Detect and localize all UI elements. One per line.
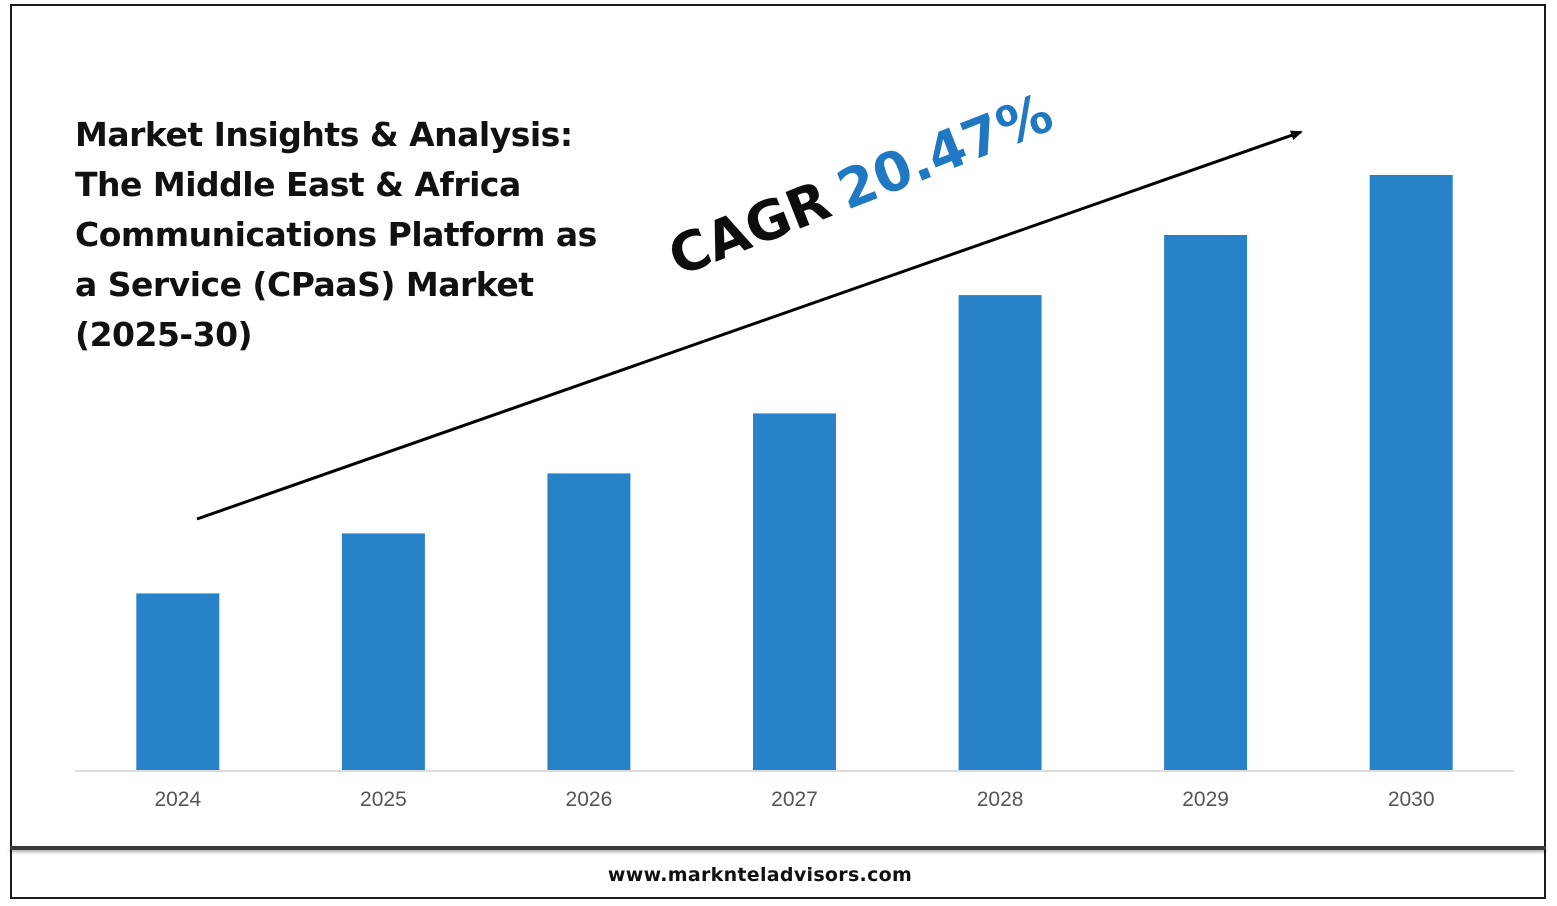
- bar-2030: [1369, 175, 1453, 770]
- title-line-3: Communications Platform as: [75, 215, 597, 254]
- title-line-1: Market Insights & Analysis:: [75, 115, 573, 154]
- tick-label-2026: 2026: [566, 788, 613, 811]
- title-line-5: (2025-30): [75, 315, 253, 354]
- title-line-4: a Service (CPaaS) Market: [75, 265, 534, 304]
- bar-2027: [753, 413, 836, 770]
- bar-2025: [341, 533, 425, 770]
- footer-url: www.marknteladvisors.com: [607, 864, 913, 886]
- bar-2029: [1164, 235, 1248, 770]
- x-tick-labels: 2024 2025 2026 2027 2028 2029 2030: [154, 788, 1434, 811]
- tick-label-2027: 2027: [771, 788, 818, 811]
- trend-arrow: [196, 130, 1303, 521]
- footer-divider: [10, 846, 1546, 850]
- title-line-2: The Middle East & Africa: [75, 165, 521, 204]
- bar-2028: [958, 295, 1042, 770]
- tick-label-2028: 2028: [977, 788, 1024, 811]
- tick-label-2030: 2030: [1388, 788, 1435, 811]
- tick-label-2029: 2029: [1182, 788, 1229, 811]
- tick-label-2025: 2025: [360, 788, 407, 811]
- chart-title: Market Insights & Analysis: The Middle E…: [75, 110, 597, 360]
- bar-2026: [547, 473, 631, 770]
- bars-group: [136, 175, 1453, 770]
- bar-2024: [136, 593, 220, 770]
- tick-label-2024: 2024: [154, 788, 201, 811]
